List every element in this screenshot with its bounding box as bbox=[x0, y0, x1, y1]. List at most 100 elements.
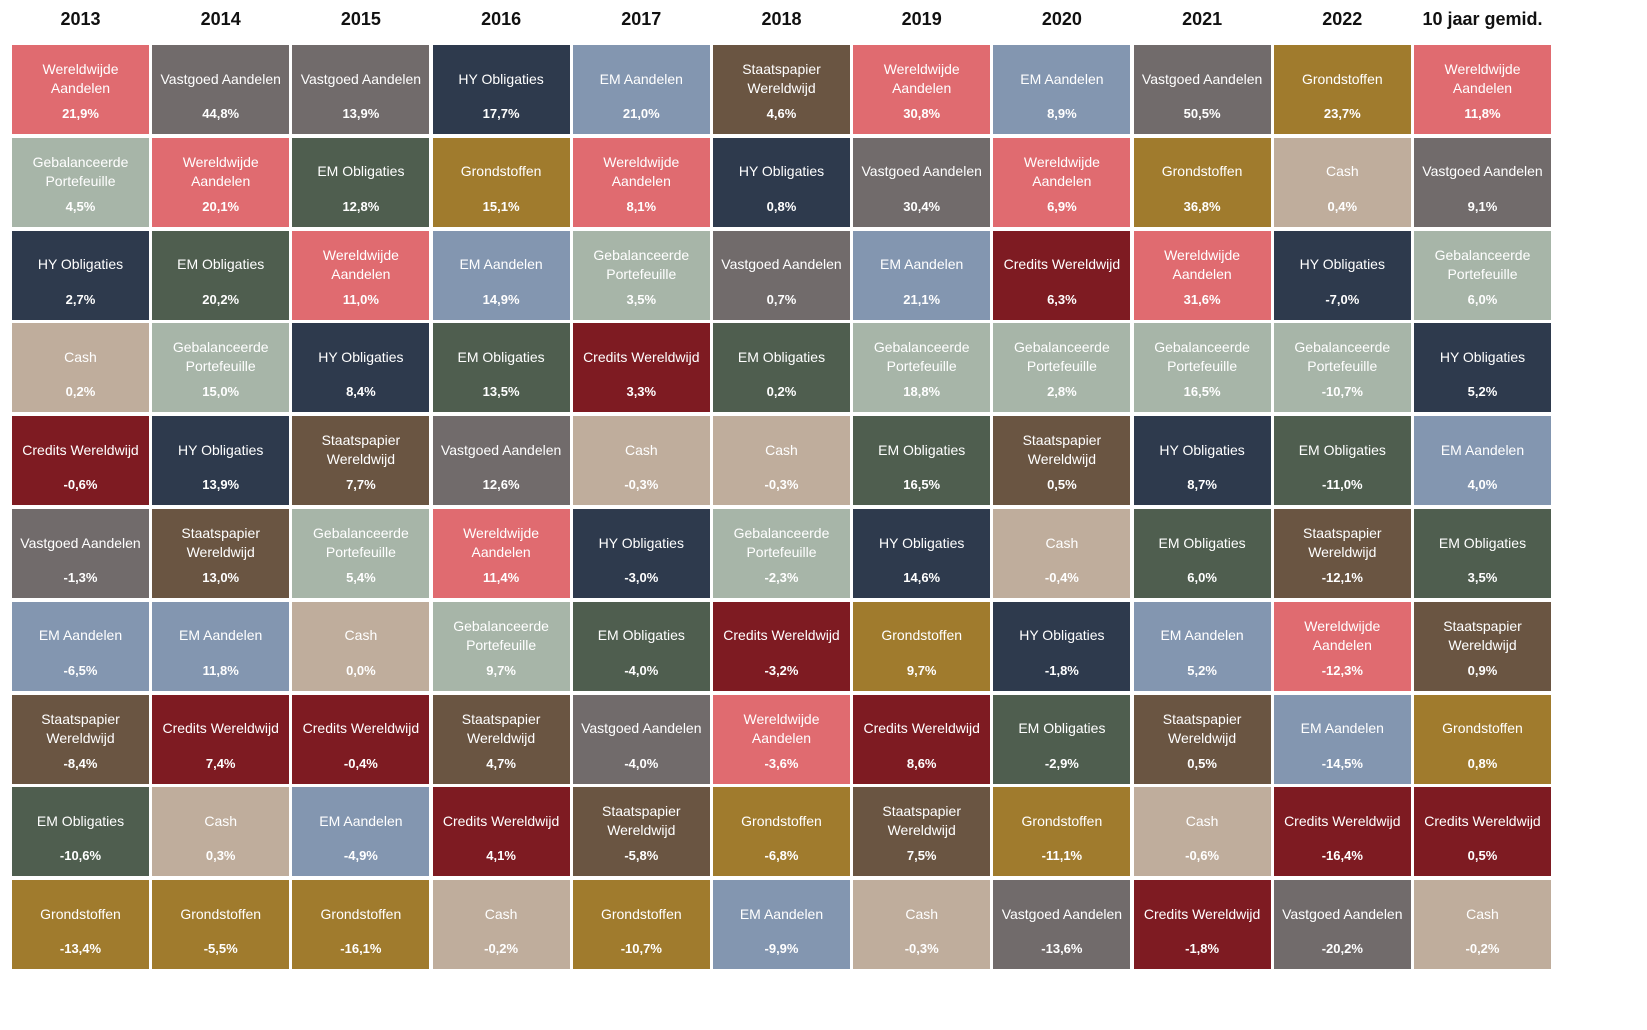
cell-2018-rank-1: Staatspapier Wereldwijd 4,6% bbox=[713, 45, 850, 134]
return-value: -13,6% bbox=[1041, 941, 1083, 957]
return-value: 0,0% bbox=[346, 662, 376, 678]
return-value: 5,4% bbox=[346, 570, 376, 585]
return-value: -0,6% bbox=[63, 477, 98, 493]
asset-class-label: Gebalanceerde Portefeuille bbox=[1014, 339, 1110, 375]
return-value: -0,4% bbox=[343, 755, 378, 771]
return-value: -9,9% bbox=[764, 941, 799, 957]
asset-class-label: EM Obligaties bbox=[1018, 720, 1106, 737]
cell-2021-rank-9: Cash -0,6% bbox=[1133, 787, 1271, 877]
cell-10-jaar-gemid-rank-3: Gebalanceerde Portefeuille 6,0% bbox=[1414, 230, 1551, 320]
asset-class-label: Cash bbox=[1185, 812, 1219, 829]
column-header-2015: 2015 bbox=[340, 9, 381, 29]
return-value: 4,5% bbox=[65, 198, 96, 214]
asset-class-label: Staatspapier Wereldwijd bbox=[1162, 710, 1242, 746]
asset-class-label: EM Obligaties bbox=[457, 348, 545, 365]
asset-class-label: Vastgoed Aandelen bbox=[1141, 70, 1263, 87]
asset-class-label: Wereldwijde Aandelen bbox=[322, 246, 399, 282]
asset-class-label: Vastgoed Aandelen bbox=[861, 163, 982, 180]
asset-class-label: Credits Wereldwijd bbox=[22, 441, 139, 458]
return-value: -0,4% bbox=[1044, 570, 1079, 585]
cell-2016-rank-4: EM Obligaties 13,5% bbox=[432, 323, 570, 413]
asset-class-label: Vastgoed Aandelen bbox=[160, 70, 281, 87]
cell-2022-rank-1: Grondstoffen 23,7% bbox=[1273, 45, 1411, 134]
asset-class-label: Vastgoed Aandelen bbox=[581, 720, 702, 737]
column-header-2021: 2021 bbox=[1182, 9, 1223, 29]
return-value: 30,8% bbox=[903, 106, 941, 121]
cell-2018-rank-9: Grondstoffen -6,8% bbox=[713, 787, 850, 877]
asset-class-label: Staatspapier Wereldwijd bbox=[181, 525, 260, 560]
return-value: -11,1% bbox=[1041, 848, 1083, 864]
return-value: -3,2% bbox=[764, 662, 799, 678]
asset-class-label: Gebalanceerde Portefeuille bbox=[733, 525, 830, 560]
asset-class-label: Gebalanceerde Portefeuille bbox=[873, 339, 970, 375]
column-header-2019: 2019 bbox=[901, 9, 942, 29]
cell-2021-rank-10: Credits Wereldwijd -1,8% bbox=[1133, 880, 1271, 970]
cell-10-jaar-gemid-rank-6: EM Obligaties 3,5% bbox=[1414, 509, 1551, 598]
return-value: 11,8% bbox=[1464, 106, 1501, 121]
cell-2018-rank-8: Wereldwijde Aandelen -3,6% bbox=[713, 694, 850, 784]
cell-2013-rank-10: Grondstoffen -13,4% bbox=[12, 880, 149, 970]
return-value: -10,7% bbox=[1321, 384, 1363, 400]
asset-class-label: Wereldwijde Aandelen bbox=[463, 525, 540, 560]
cell-2017-rank-4: Credits Wereldwijd 3,3% bbox=[572, 323, 710, 413]
cell-2014-rank-2: Wereldwijde Aandelen 20,1% bbox=[152, 137, 290, 227]
cell-2017-rank-10: Grondstoffen -10,7% bbox=[572, 880, 710, 970]
return-value: 0,7% bbox=[766, 291, 797, 307]
return-value: 9,1% bbox=[1467, 198, 1498, 214]
return-value: 8,6% bbox=[906, 755, 937, 771]
return-value: 6,0% bbox=[1187, 570, 1217, 585]
cell-2019-rank-6: HY Obligaties 14,6% bbox=[853, 509, 991, 598]
return-value: 5,2% bbox=[1467, 384, 1498, 400]
cell-2016-rank-7: Gebalanceerde Portefeuille 9,7% bbox=[432, 601, 570, 691]
column-header-2013: 2013 bbox=[60, 9, 101, 29]
cell-2016-rank-10: Cash -0,2% bbox=[432, 880, 570, 970]
return-value: 12,6% bbox=[482, 477, 520, 493]
return-value: 23,7% bbox=[1323, 106, 1361, 121]
cell-10-jaar-gemid-rank-4: HY Obligaties 5,2% bbox=[1414, 323, 1551, 413]
cell-2019-rank-2: Vastgoed Aandelen 30,4% bbox=[853, 137, 991, 227]
cell-2021-rank-2: Grondstoffen 36,8% bbox=[1133, 137, 1271, 227]
cell-2018-rank-6: Gebalanceerde Portefeuille -2,3% bbox=[713, 509, 850, 598]
asset-class-label: Vastgoed Aandelen bbox=[1001, 905, 1123, 922]
asset-class-label: Cash bbox=[905, 905, 939, 922]
cell-2021-rank-1: Vastgoed Aandelen 50,5% bbox=[1133, 45, 1271, 134]
return-value: 17,7% bbox=[482, 106, 520, 121]
cell-2020-rank-9: Grondstoffen -11,1% bbox=[993, 787, 1131, 877]
asset-class-label: EM Obligaties bbox=[1298, 441, 1386, 458]
asset-class-label: EM Aandelen bbox=[319, 812, 403, 829]
cell-2020-rank-8: EM Obligaties -2,9% bbox=[993, 694, 1131, 784]
asset-class-label: HY Obligaties bbox=[1439, 348, 1526, 365]
asset-class-label: Wereldwijde Aandelen bbox=[883, 61, 960, 96]
cell-10-jaar-gemid-rank-10: Cash -0,2% bbox=[1414, 880, 1551, 970]
cell-2020-rank-10: Vastgoed Aandelen -13,6% bbox=[993, 880, 1131, 970]
asset-class-label: Staatspapier Wereldwijd bbox=[321, 432, 401, 468]
return-value: 3,5% bbox=[1467, 570, 1498, 585]
cell-10-jaar-gemid-rank-8: Grondstoffen 0,8% bbox=[1414, 694, 1551, 784]
asset-class-label: Wereldwijde Aandelen bbox=[1304, 617, 1381, 653]
cell-2013-rank-7: EM Aandelen -6,5% bbox=[12, 601, 149, 691]
return-value: 30,4% bbox=[903, 198, 941, 214]
return-value: 18,8% bbox=[903, 384, 941, 400]
cell-10-jaar-gemid-rank-9: Credits Wereldwijd 0,5% bbox=[1414, 787, 1551, 877]
cell-2014-rank-4: Gebalanceerde Portefeuille 15,0% bbox=[152, 323, 290, 413]
return-value: 0,5% bbox=[1467, 848, 1498, 864]
return-value: 13,5% bbox=[482, 384, 520, 400]
asset-class-label: Cash bbox=[1045, 534, 1079, 551]
asset-class-label: Credits Wereldwijd bbox=[1143, 905, 1261, 922]
cell-2016-rank-1: HY Obligaties 17,7% bbox=[432, 45, 570, 134]
asset-class-label: Cash bbox=[64, 348, 97, 365]
asset-class-label: Grondstoffen bbox=[600, 905, 682, 922]
return-value: 3,3% bbox=[626, 384, 657, 400]
asset-class-label: Wereldwijde Aandelen bbox=[603, 153, 680, 189]
asset-class-label: Vastgoed Aandelen bbox=[721, 256, 842, 273]
return-value: 7,5% bbox=[906, 848, 937, 864]
cell-2014-rank-5: HY Obligaties 13,9% bbox=[152, 416, 290, 506]
return-value: 15,1% bbox=[482, 198, 520, 214]
return-value: 0,5% bbox=[1047, 477, 1077, 493]
return-value: -0,2% bbox=[1465, 941, 1500, 957]
return-value: 14,9% bbox=[482, 291, 520, 307]
asset-class-label: Vastgoed Aandelen bbox=[1422, 163, 1543, 180]
cell-2013-rank-6: Vastgoed Aandelen -1,3% bbox=[12, 509, 149, 598]
return-value: 0,2% bbox=[65, 384, 96, 400]
cell-2020-rank-7: HY Obligaties -1,8% bbox=[993, 601, 1131, 691]
